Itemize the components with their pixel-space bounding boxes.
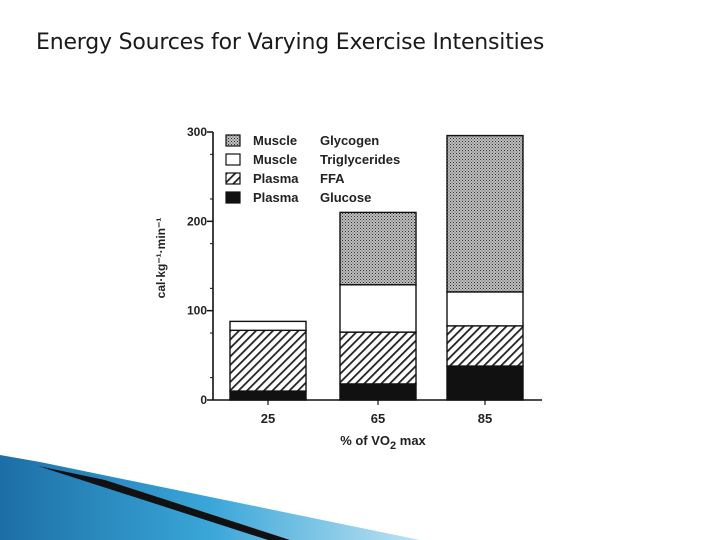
x-tick-label: 85 [478, 411, 492, 426]
legend-label-detail: FFA [320, 171, 345, 186]
bar-segment-muscle-triglycerides [339, 284, 417, 333]
x-tick-label: 65 [371, 411, 385, 426]
legend-label: Muscle [253, 152, 297, 167]
chart-legend: Muscle Glycogen Muscle Triglycerides Plasma F… [225, 133, 400, 205]
y-axis-label: cal·kg⁻¹·min⁻¹ [154, 218, 168, 299]
y-tick-label: 100 [187, 304, 207, 318]
bar-segment-muscle-glycogen [446, 134, 524, 293]
y-tick-label: 0 [200, 393, 207, 407]
bar-segment-plasma-glucose [446, 365, 524, 401]
legend-swatch [225, 153, 241, 166]
legend-label-detail: Glycogen [320, 133, 379, 148]
chart-axes: 0 100 200 300 cal·kg⁻¹·min⁻¹ % of VO2 max 25 65… [154, 125, 542, 452]
bar-segment-plasma-ffa [339, 331, 417, 385]
legend-label-detail: Triglycerides [320, 152, 400, 167]
x-axis-label: % of VO2 max [340, 433, 426, 452]
x-tick-label: 25 [261, 411, 275, 426]
legend-swatch [225, 172, 241, 185]
bar-segment-plasma-glucose [339, 383, 417, 401]
legend-swatch [225, 134, 241, 147]
bar-segment-plasma-ffa [446, 325, 524, 367]
legend-label: Muscle [253, 133, 297, 148]
legend-label: Plasma [253, 171, 299, 186]
bar-segment-plasma-glucose [229, 390, 307, 401]
decor-blue-swoosh [0, 455, 420, 540]
bar-segment-plasma-ffa [229, 329, 307, 392]
chart-bars [229, 134, 524, 401]
legend-label-detail: Glucose [320, 190, 371, 205]
decor-black-swoosh [38, 466, 290, 540]
bar-segment-muscle-triglycerides [229, 320, 307, 332]
legend-label: Plasma [253, 190, 299, 205]
y-tick-label: 200 [187, 214, 207, 228]
bar-segment-muscle-triglycerides [446, 291, 524, 327]
y-tick-label: 300 [187, 125, 207, 139]
legend-swatch [225, 191, 241, 204]
bar-segment-muscle-glycogen [339, 211, 417, 286]
slide-title: Energy Sources for Varying Exercise Inte… [36, 30, 545, 55]
